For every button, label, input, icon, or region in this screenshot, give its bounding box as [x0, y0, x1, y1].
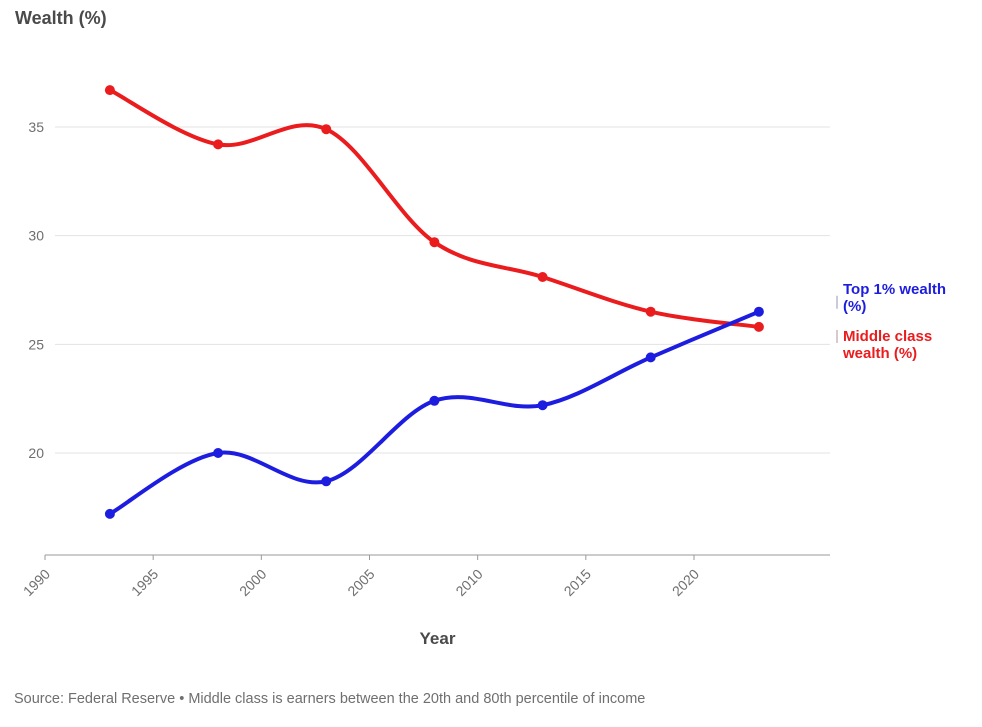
x-tick-label: 1990	[20, 566, 53, 599]
data-point	[537, 272, 548, 282]
y-axis-title: Wealth (%)	[15, 8, 107, 28]
x-tick-label: 2015	[561, 566, 594, 599]
x-tick-label: 2010	[452, 566, 485, 599]
series-line	[107, 309, 761, 516]
x-tick-label: 2005	[344, 566, 377, 599]
data-point	[645, 352, 656, 363]
x-tick-label: 2020	[669, 566, 702, 599]
data-point	[213, 139, 224, 150]
data-point	[429, 237, 440, 248]
series-label-middle-class-wealth: Middle class wealth (%)	[843, 328, 933, 362]
source-note: Source: Federal Reserve • Middle class i…	[14, 691, 646, 707]
data-point	[321, 124, 332, 135]
data-point	[645, 306, 656, 317]
data-point	[537, 400, 548, 411]
data-point	[753, 306, 764, 317]
data-point	[213, 448, 224, 458]
y-tick-label: 30	[28, 228, 44, 244]
data-point	[753, 321, 764, 332]
y-tick-label: 20	[28, 445, 44, 461]
data-point	[104, 85, 115, 96]
data-point	[321, 476, 332, 487]
x-tick-label: 1995	[128, 566, 161, 599]
y-tick-label: 25	[28, 336, 44, 352]
data-point	[429, 395, 440, 406]
data-point	[104, 508, 115, 519]
line-chart-canvas: 20 25 30 35 1990 1995 2000 2005 2010 2015 2020	[20, 85, 838, 599]
x-tick-label: 2000	[236, 566, 269, 599]
y-tick-label: 35	[28, 119, 44, 135]
series-label-top1-wealth: Top 1% wealth (%)	[843, 281, 947, 315]
x-axis-title: Year	[419, 629, 456, 648]
series-line	[107, 88, 761, 329]
